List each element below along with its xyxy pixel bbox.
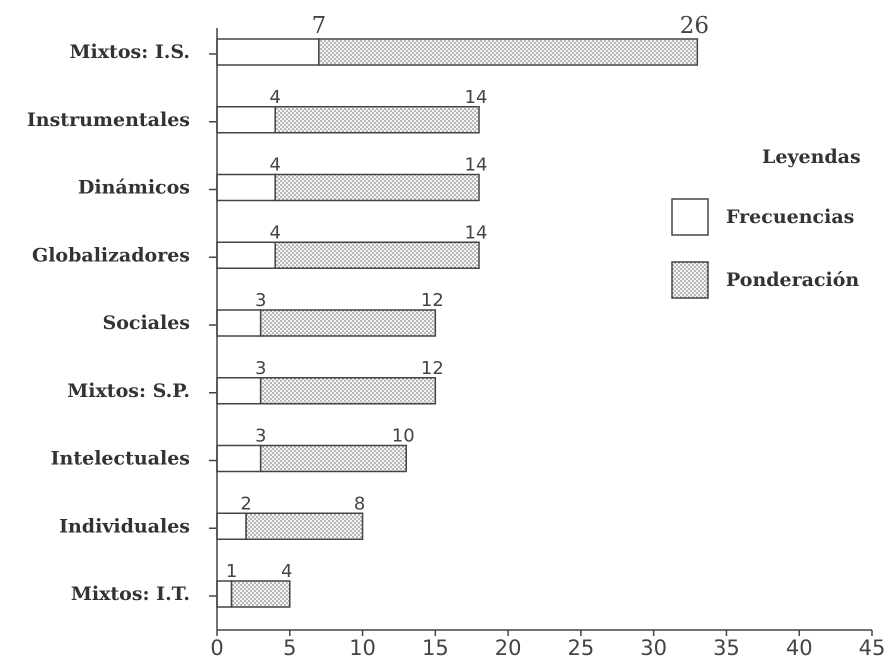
bar-frecuencias xyxy=(216,377,262,405)
value-label-frecuencias: 7 xyxy=(312,13,327,39)
legend-label-ponderacion: Ponderación xyxy=(726,269,859,291)
x-tick-label: 15 xyxy=(422,636,449,659)
value-label-ponderacion: 4 xyxy=(281,561,292,582)
x-tick-label: 5 xyxy=(283,636,296,659)
value-label-ponderacion: 14 xyxy=(465,155,488,176)
value-label-ponderacion: 14 xyxy=(465,222,488,243)
x-tick-label: 20 xyxy=(495,636,522,659)
value-label-frecuencias: 3 xyxy=(255,290,266,311)
legend: Leyendas Frecuencias Ponderación xyxy=(671,146,861,299)
bar-frecuencias xyxy=(216,173,276,202)
value-label-frecuencias: 1 xyxy=(226,561,237,582)
value-label-frecuencias: 3 xyxy=(255,358,266,379)
value-label-ponderacion: 12 xyxy=(421,358,444,379)
category-labels: Mixtos: I.S. Instrumentales Dinámicos Globa… xyxy=(27,41,190,605)
value-label-ponderacion: 26 xyxy=(680,13,709,39)
legend-title: Leyendas xyxy=(762,146,861,168)
category-label: Instrumentales xyxy=(27,109,190,131)
value-label-frecuencias: 3 xyxy=(255,426,266,447)
value-label-frecuencias: 4 xyxy=(269,87,280,108)
bar-ponderacion xyxy=(318,38,699,66)
category-label: Mixtos: I.T. xyxy=(71,583,190,605)
bar-ponderacion xyxy=(259,377,437,405)
bars-group xyxy=(216,38,699,608)
bar-frecuencias xyxy=(216,38,320,66)
bar-frecuencias xyxy=(216,241,276,269)
bar-frecuencias xyxy=(216,444,262,473)
category-label: Dinámicos xyxy=(78,177,190,199)
bar-ponderacion xyxy=(259,309,437,337)
value-label-ponderacion: 12 xyxy=(421,290,444,311)
bar-ponderacion xyxy=(274,173,480,202)
x-tick-label: 45 xyxy=(859,636,886,659)
category-label: Globalizadores xyxy=(32,244,190,266)
bar-ponderacion xyxy=(259,444,407,473)
bar-ponderacion xyxy=(245,512,364,540)
value-label-ponderacion: 14 xyxy=(465,87,488,108)
bar-frecuencias xyxy=(216,512,247,540)
bar-ponderacion xyxy=(274,241,480,269)
bar-frecuencias xyxy=(216,309,262,337)
bar-frecuencias xyxy=(216,580,233,608)
legend-swatch-ponderacion xyxy=(671,261,709,299)
value-label-frecuencias: 4 xyxy=(269,155,280,176)
x-tick-label: 35 xyxy=(713,636,740,659)
category-label: Mixtos: I.S. xyxy=(69,41,190,63)
x-tick-label: 10 xyxy=(349,636,376,659)
legend-swatch-frecuencias xyxy=(671,198,709,236)
bar-ponderacion xyxy=(230,580,291,608)
value-label-ponderacion: 8 xyxy=(354,493,365,514)
legend-label-frecuencias: Frecuencias xyxy=(726,206,854,228)
value-label-ponderacion: 10 xyxy=(392,426,415,447)
bar-frecuencias xyxy=(216,106,276,134)
x-tick-label: 0 xyxy=(210,636,223,659)
x-tick-label: 30 xyxy=(640,636,667,659)
category-label: Sociales xyxy=(103,312,191,334)
x-tick-label: 40 xyxy=(786,636,813,659)
value-label-frecuencias: 2 xyxy=(240,493,251,514)
bar-ponderacion xyxy=(274,106,480,134)
x-axis: 0 5 10 15 20 25 30 35 40 45 xyxy=(209,28,885,659)
x-tick-label: 25 xyxy=(568,636,595,659)
value-labels: 7 264 144 144 143 123 123 102 81 4 xyxy=(226,13,709,582)
value-label-frecuencias: 4 xyxy=(269,222,280,243)
category-label: Mixtos: S.P. xyxy=(67,380,190,402)
category-label: Intelectuales xyxy=(51,448,190,470)
category-label: Individuales xyxy=(59,515,190,537)
